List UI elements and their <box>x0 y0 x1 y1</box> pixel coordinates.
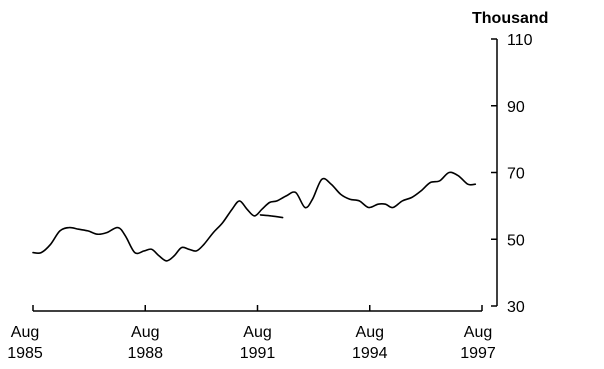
x-tick-label-year: 1991 <box>240 345 276 362</box>
x-tick-label-month: Aug <box>243 324 271 341</box>
x-tick-label-month: Aug <box>11 324 39 341</box>
y-tick-label: 50 <box>507 232 525 249</box>
x-tick-label-year: 1994 <box>352 345 388 362</box>
x-tick-label-year: 1988 <box>127 345 163 362</box>
x-tick-label-year: 1985 <box>7 345 43 362</box>
x-tick-label-month: Aug <box>464 324 492 341</box>
series-line <box>32 171 477 262</box>
tick-labels: 30 50 70 90 110 Aug 1985 Aug 1988 Aug 1991 Aug 1994 A… <box>7 32 532 362</box>
y-tick-label: 30 <box>507 299 525 316</box>
x-tick-label-year: 1997 <box>460 345 496 362</box>
series-lines <box>32 171 477 262</box>
y-tick-label: 90 <box>507 99 525 116</box>
series-line-break <box>259 214 284 219</box>
axes <box>32 38 498 312</box>
x-tick-label-month: Aug <box>131 324 159 341</box>
x-tick-label-month: Aug <box>356 324 384 341</box>
y-tick-label: 110 <box>507 32 533 49</box>
y-tick-label: 70 <box>507 166 525 183</box>
y-unit-label: Thousand <box>472 10 548 27</box>
